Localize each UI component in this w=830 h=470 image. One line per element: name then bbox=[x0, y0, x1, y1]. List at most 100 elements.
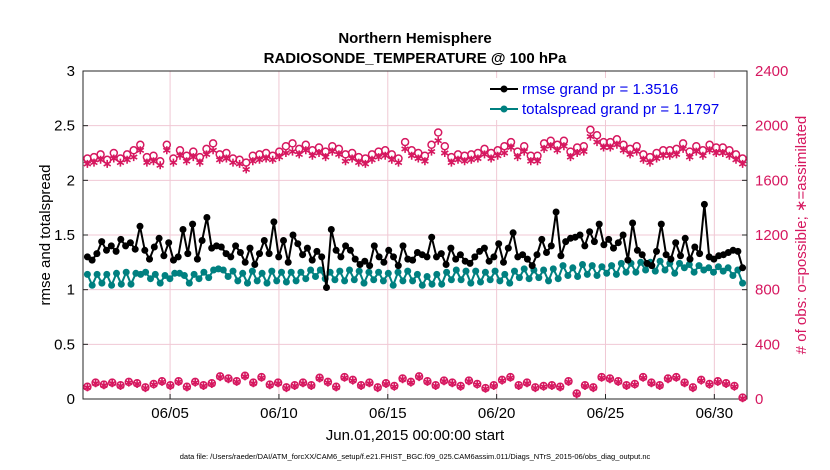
totalspread-point bbox=[622, 268, 630, 276]
totalspread-point bbox=[671, 269, 679, 277]
rmse-point bbox=[342, 242, 350, 250]
series bbox=[83, 125, 747, 403]
rmse-point bbox=[638, 251, 646, 259]
totalspread-point bbox=[710, 268, 717, 276]
totalspread-point bbox=[151, 270, 159, 278]
totalspread-point bbox=[443, 268, 451, 276]
obs-low-assimilated-marker bbox=[166, 382, 175, 390]
totalspread-point bbox=[676, 259, 683, 267]
y-tick-label-right: 0 bbox=[755, 391, 763, 408]
rmse-point bbox=[256, 250, 263, 258]
obs-low-assimilated-marker bbox=[241, 372, 249, 381]
totalspread-point bbox=[719, 267, 727, 275]
rmse-point bbox=[98, 238, 106, 246]
rmse-point bbox=[112, 247, 120, 255]
totalspread-point bbox=[428, 280, 436, 288]
obs-assimilated-marker bbox=[162, 146, 171, 155]
totalspread-point bbox=[83, 270, 91, 278]
obs-assimilated-marker bbox=[255, 155, 264, 164]
totalspread-point bbox=[724, 264, 732, 272]
legend-box bbox=[486, 78, 744, 120]
rmse-point bbox=[136, 222, 144, 230]
obs-assimilated-marker bbox=[533, 157, 542, 166]
totalspread-point bbox=[637, 258, 645, 266]
obs-possible-marker bbox=[500, 141, 509, 151]
obs-assimilated-marker bbox=[659, 151, 668, 160]
obs-assimilated-marker bbox=[513, 153, 522, 162]
totalspread-point bbox=[462, 267, 470, 275]
totalspread-point bbox=[714, 263, 722, 271]
totalspread-point bbox=[413, 270, 421, 278]
obs-assimilated-marker bbox=[639, 155, 648, 164]
rmse-point bbox=[280, 237, 287, 244]
rmse-point bbox=[495, 240, 503, 248]
obs-low-assimilated-marker bbox=[722, 380, 730, 388]
obs-low-assimilated-marker bbox=[489, 382, 498, 390]
rmse-point bbox=[351, 255, 359, 263]
totalspread-point bbox=[486, 276, 494, 284]
y-tick-label-left: 0.5 bbox=[54, 336, 75, 353]
obs-low-assimilated-marker bbox=[506, 373, 515, 382]
rmse-point bbox=[595, 220, 603, 228]
totalspread-point bbox=[409, 277, 417, 285]
obs-low-assimilated-marker bbox=[622, 382, 631, 390]
rmse-point bbox=[686, 255, 694, 263]
obs-assimilated-marker bbox=[321, 153, 330, 162]
obs-low-assimilated-marker bbox=[307, 382, 316, 390]
rmse-point bbox=[471, 253, 479, 261]
rmse-point bbox=[605, 235, 613, 243]
obs-assimilated-marker bbox=[632, 147, 641, 156]
rmse-point bbox=[648, 262, 656, 270]
totalspread-point bbox=[685, 261, 693, 268]
rmse-point bbox=[313, 247, 321, 255]
obs-assimilated-marker bbox=[427, 147, 436, 156]
obs-assimilated-marker bbox=[738, 159, 747, 168]
totalspread-point bbox=[108, 281, 116, 289]
rmse-point bbox=[624, 256, 632, 264]
obs-low-assimilated-marker bbox=[348, 376, 357, 385]
rmse-point bbox=[442, 261, 450, 268]
obs-assimilated-marker bbox=[229, 158, 237, 167]
y-tick-label-left: 0 bbox=[67, 391, 75, 408]
totalspread-point bbox=[472, 267, 480, 275]
obs-low-assimilated-marker bbox=[481, 384, 490, 393]
obs-assimilated-marker bbox=[460, 157, 469, 166]
totalspread-point bbox=[205, 274, 213, 282]
rmse-point bbox=[509, 229, 517, 237]
obs-assimilated-marker bbox=[487, 154, 496, 163]
obs-low-assimilated-marker bbox=[456, 382, 465, 391]
obs-low-assimilated-marker bbox=[108, 379, 117, 388]
obs-assimilated-marker bbox=[354, 158, 363, 167]
obs-assimilated-marker bbox=[308, 151, 317, 160]
totalspread-point bbox=[598, 263, 606, 271]
obs-assimilated-marker bbox=[612, 140, 621, 149]
totalspread-point bbox=[389, 281, 397, 289]
rmse-point bbox=[586, 228, 594, 236]
obs-low-assimilated-marker bbox=[664, 375, 672, 384]
obs-assimilated-marker bbox=[553, 146, 562, 155]
totalspread-point bbox=[117, 280, 125, 288]
obs-assimilated-marker bbox=[182, 157, 191, 166]
obs-low-assimilated-marker bbox=[332, 383, 341, 392]
rmse-point bbox=[677, 252, 684, 260]
rmse-point bbox=[232, 242, 240, 250]
totalspread-point bbox=[195, 275, 203, 283]
rmse-point bbox=[88, 256, 96, 264]
totalspread-point bbox=[603, 269, 611, 277]
obs-assimilated-marker bbox=[387, 155, 396, 164]
rmse-point bbox=[236, 249, 244, 256]
totalspread-point bbox=[248, 267, 256, 275]
obs-assimilated-marker bbox=[341, 157, 350, 166]
legend: rmse grand pr = 1.3516 totalspread grand… bbox=[486, 78, 744, 120]
totalspread-point bbox=[244, 279, 251, 287]
rmse-point bbox=[543, 249, 550, 256]
obs-assimilated-marker bbox=[540, 144, 548, 153]
obs-low-assimilated-marker bbox=[365, 379, 374, 388]
obs-low-assimilated-marker bbox=[340, 373, 349, 382]
totalspread-point bbox=[224, 273, 232, 280]
rmse-point bbox=[423, 253, 431, 261]
rmse-point bbox=[370, 242, 378, 250]
rmse-point bbox=[275, 253, 283, 261]
y-tick-label-left: 2.5 bbox=[54, 118, 75, 135]
obs-low-assimilated-marker bbox=[539, 382, 548, 391]
